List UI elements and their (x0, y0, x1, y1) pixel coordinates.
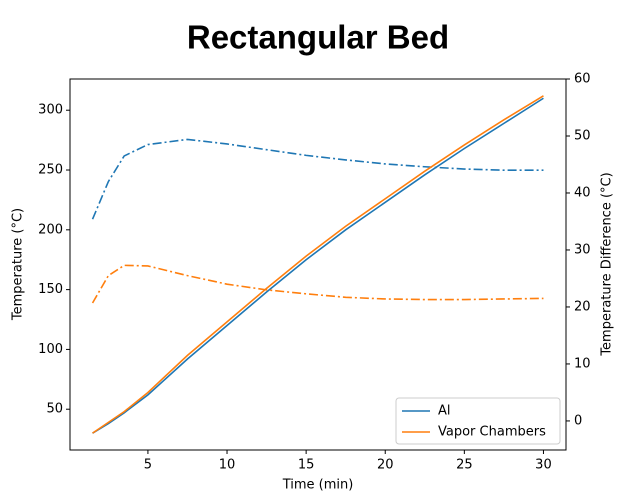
x-tick-label: 20 (377, 458, 394, 473)
x-tick-label: 30 (535, 458, 552, 473)
legend-box (395, 397, 561, 445)
plot-frame (69, 78, 567, 451)
y2-tick-label: 50 (574, 128, 591, 143)
y2-tick-label: 40 (574, 185, 591, 200)
y2-tick-label: 30 (574, 242, 591, 257)
legend-label: Al (438, 404, 451, 419)
y2-tick-label: 60 (574, 72, 591, 87)
y-tick-label: 50 (46, 402, 63, 417)
y-tick-label: 100 (38, 342, 63, 357)
y-tick-label: 200 (38, 222, 63, 237)
y2-tick-label: 0 (574, 413, 582, 428)
difference-line (91, 264, 544, 304)
x-tick-label: 15 (298, 458, 315, 473)
y-axis-label: Temperature (°C) (11, 208, 26, 321)
y-tick-label: 300 (38, 103, 63, 118)
y2-tick-label: 20 (574, 299, 591, 314)
x-tick-label: 10 (219, 458, 236, 473)
y-tick-label: 250 (38, 163, 63, 178)
y2-tick-label: 10 (574, 356, 591, 371)
x-axis-label: Time (min) (282, 478, 354, 493)
x-tick-label: 25 (456, 458, 473, 473)
x-tick-label: 5 (144, 458, 152, 473)
chart-title: Rectangular Bed (187, 19, 449, 56)
legend-label: Vapor Chambers (438, 425, 546, 440)
temperature-line (92, 97, 544, 434)
difference-line (91, 138, 544, 220)
temperature-line (92, 95, 544, 434)
y2-axis-label: Temperature Difference (°C) (600, 172, 615, 356)
y-tick-label: 150 (38, 282, 63, 297)
